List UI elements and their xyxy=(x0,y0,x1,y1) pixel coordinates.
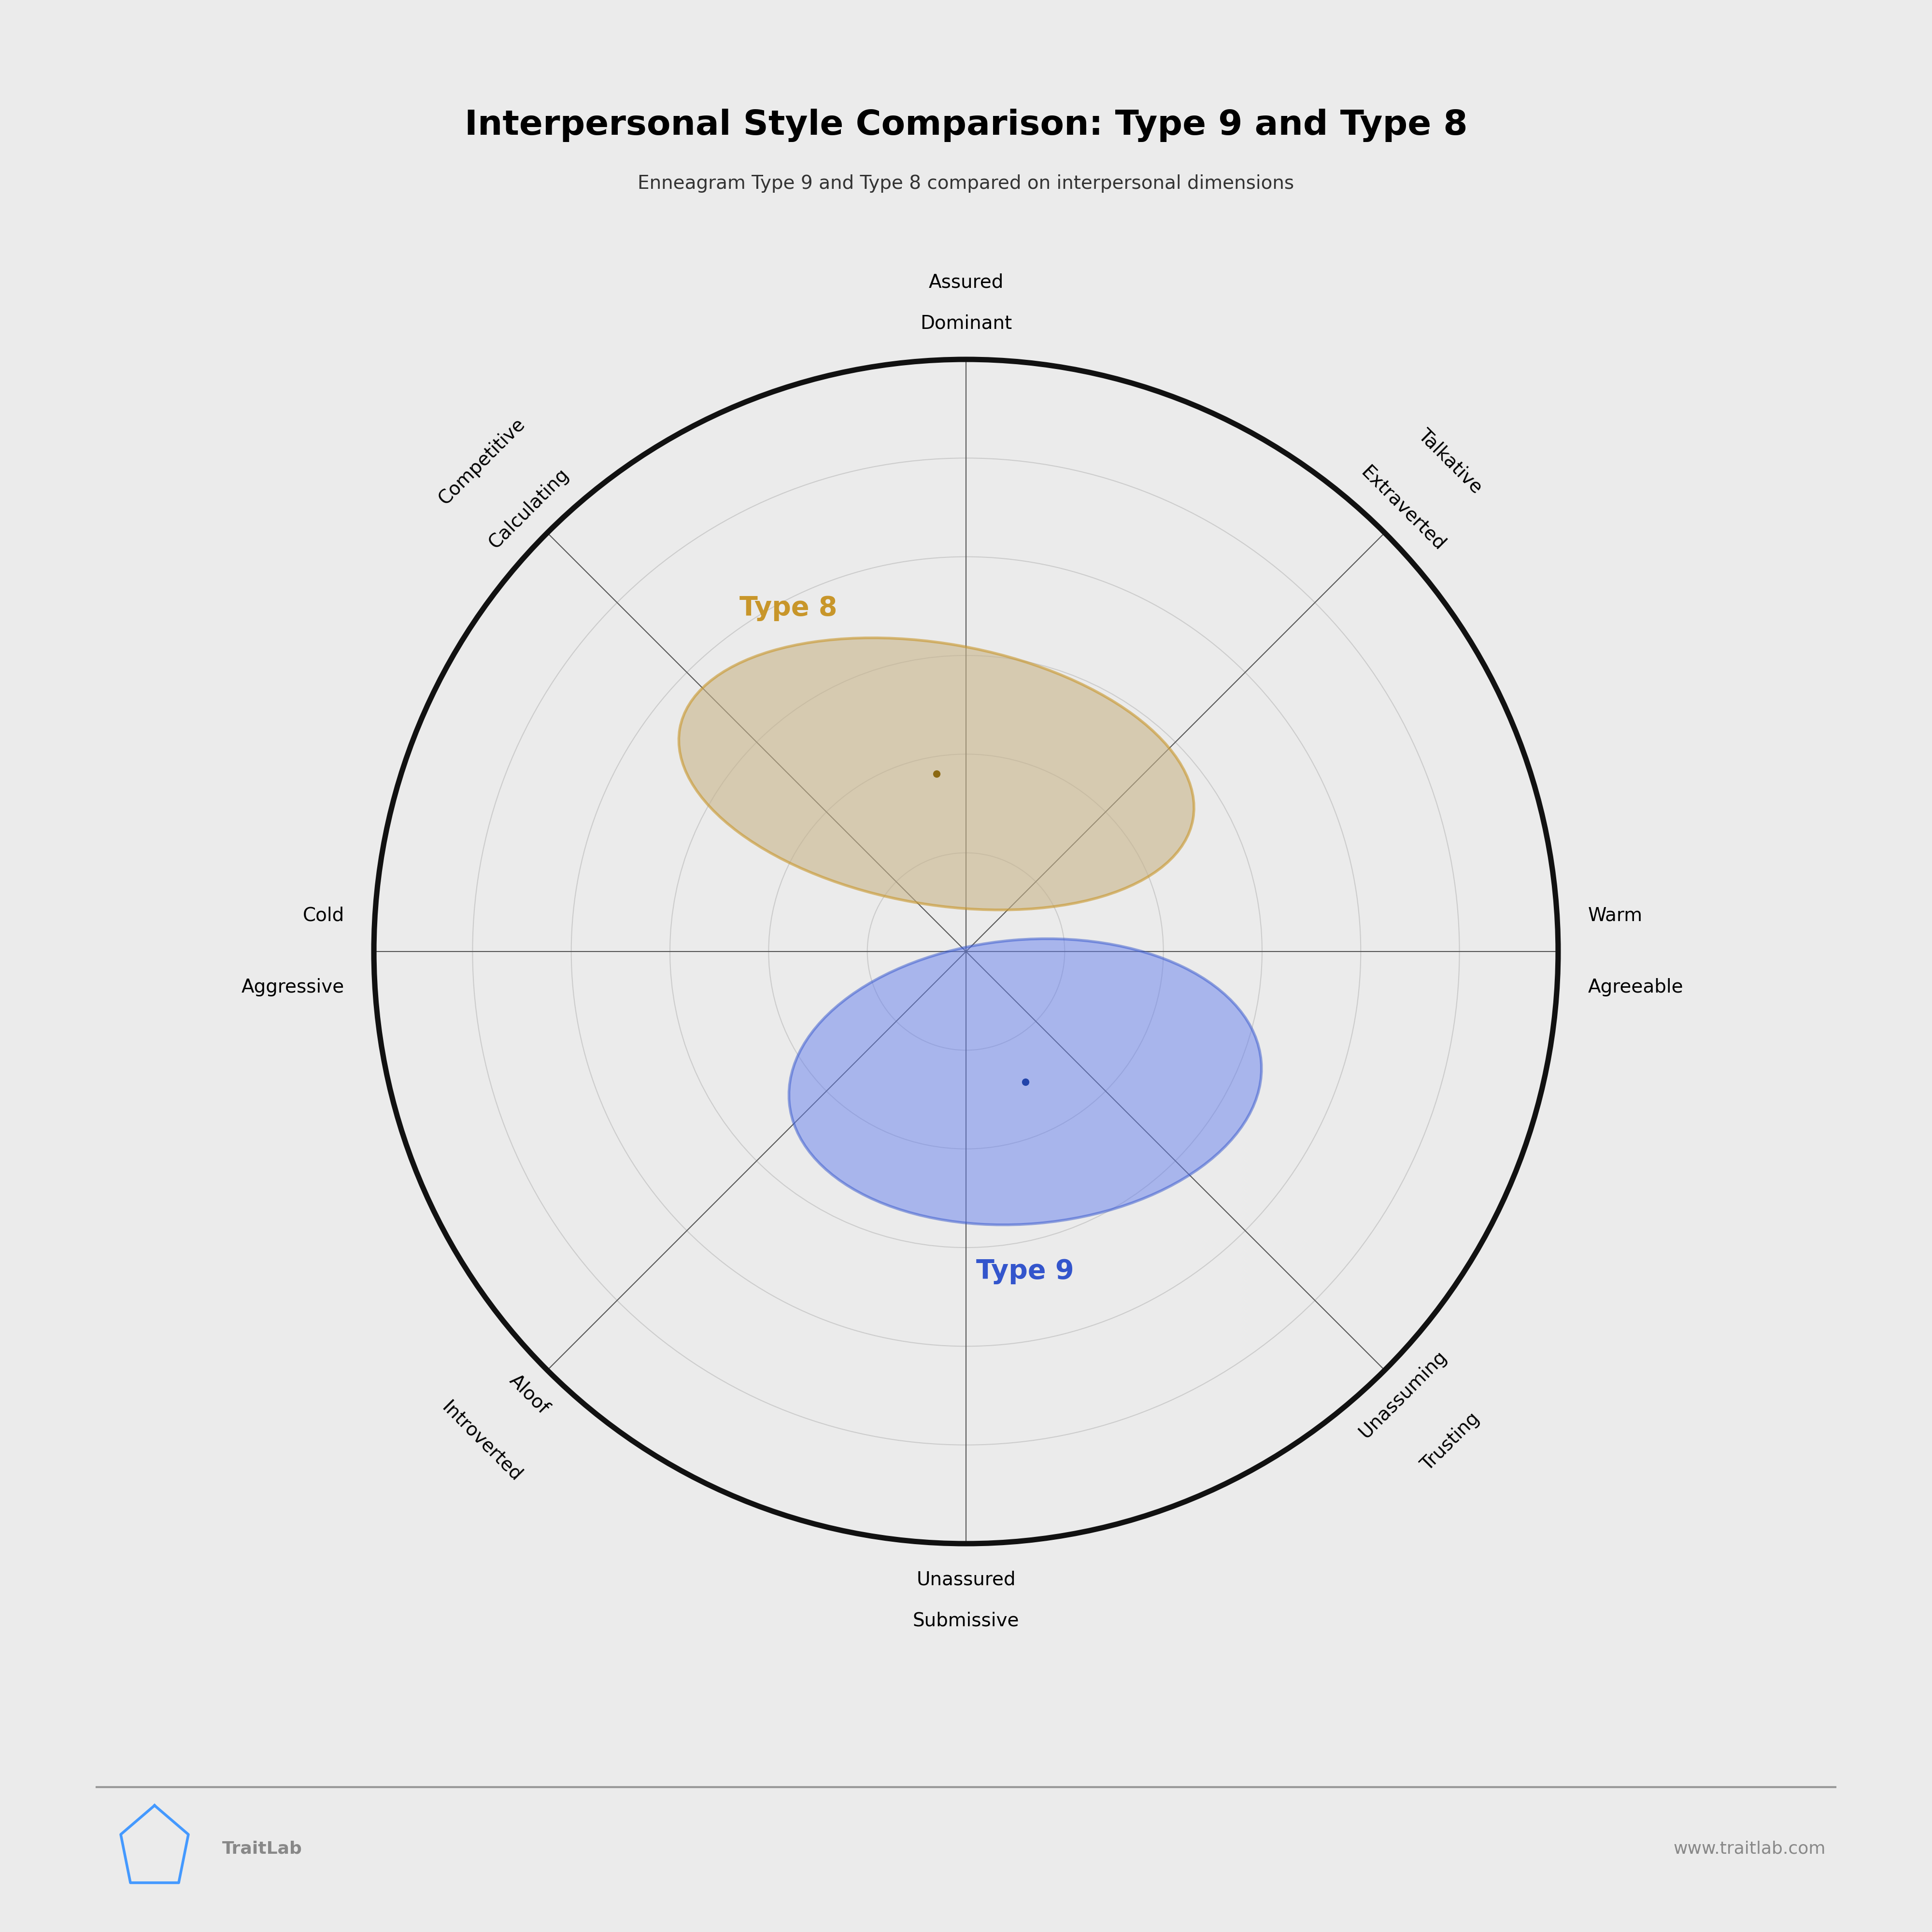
Text: Extraverted: Extraverted xyxy=(1356,464,1449,554)
Text: www.traitlab.com: www.traitlab.com xyxy=(1673,1841,1826,1857)
Text: Assured: Assured xyxy=(929,272,1003,292)
Text: Submissive: Submissive xyxy=(912,1611,1020,1631)
Text: Aggressive: Aggressive xyxy=(242,978,344,997)
Text: Introverted: Introverted xyxy=(439,1399,526,1486)
Text: Agreeable: Agreeable xyxy=(1588,978,1683,997)
Text: Type 8: Type 8 xyxy=(740,595,837,620)
Text: Competitive: Competitive xyxy=(435,415,529,508)
Text: Calculating: Calculating xyxy=(485,466,572,553)
Text: Cold: Cold xyxy=(303,906,344,925)
Ellipse shape xyxy=(678,638,1194,910)
Text: Aloof: Aloof xyxy=(506,1372,553,1418)
Text: Talkative: Talkative xyxy=(1414,425,1486,497)
Text: Trusting: Trusting xyxy=(1418,1408,1484,1474)
Text: Unassuming: Unassuming xyxy=(1356,1347,1451,1441)
Text: Type 9: Type 9 xyxy=(976,1258,1074,1285)
Text: Interpersonal Style Comparison: Type 9 and Type 8: Interpersonal Style Comparison: Type 9 a… xyxy=(464,108,1468,143)
Text: Dominant: Dominant xyxy=(920,315,1012,332)
Text: Unassured: Unassured xyxy=(916,1571,1016,1588)
Ellipse shape xyxy=(788,939,1262,1225)
Text: Enneagram Type 9 and Type 8 compared on interpersonal dimensions: Enneagram Type 9 and Type 8 compared on … xyxy=(638,174,1294,193)
Text: TraitLab: TraitLab xyxy=(222,1841,301,1857)
Text: Warm: Warm xyxy=(1588,906,1642,925)
